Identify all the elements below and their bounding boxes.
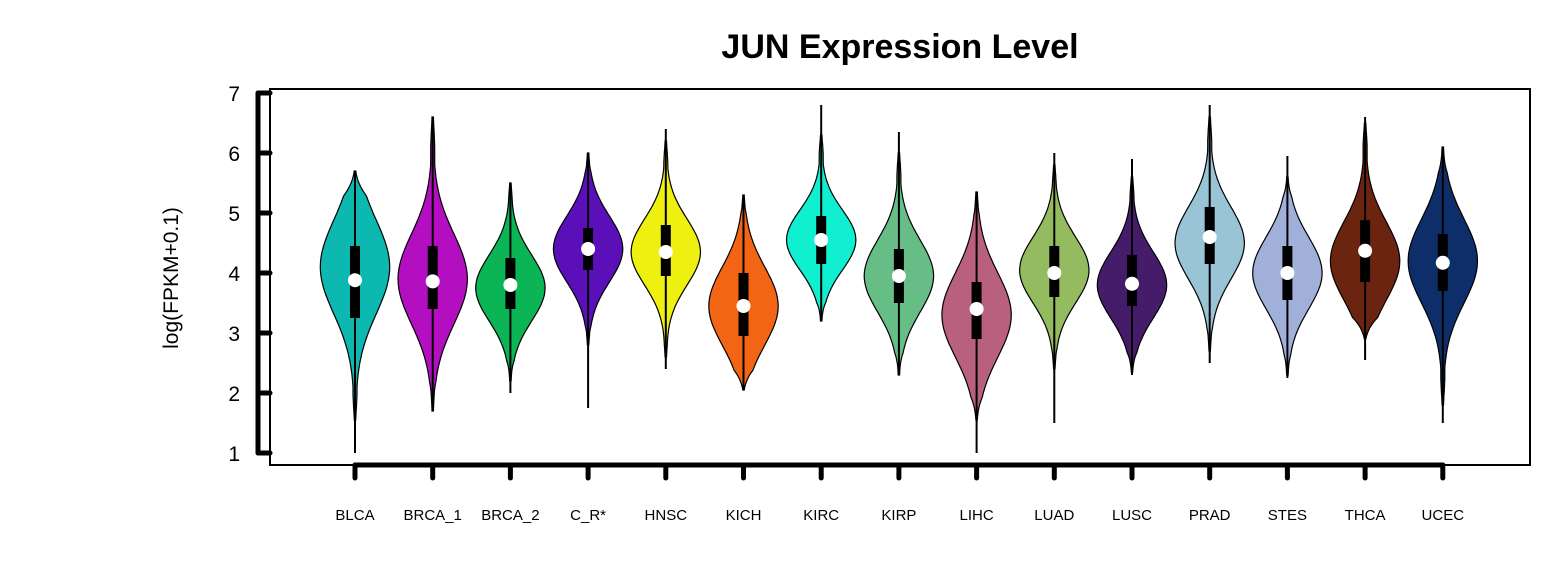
x-tick-label: PRAD bbox=[1189, 507, 1231, 524]
violin-median-dot bbox=[736, 299, 751, 313]
violin-median-dot bbox=[1435, 255, 1450, 270]
y-tick-label: 2 bbox=[228, 383, 240, 406]
violin-kirc bbox=[785, 105, 857, 322]
x-tick-label: UCEC bbox=[1422, 507, 1465, 524]
violin-stes bbox=[1252, 156, 1323, 378]
y-tick-label: 6 bbox=[228, 143, 240, 166]
violin-hnsc bbox=[630, 129, 702, 369]
y-tick-label: 7 bbox=[228, 83, 240, 106]
violin-c-r- bbox=[552, 152, 624, 408]
x-tick-label: LIHC bbox=[960, 507, 994, 524]
violin-median-dot bbox=[1280, 266, 1295, 280]
violin-median-dot bbox=[348, 273, 362, 288]
violin-ucec bbox=[1407, 146, 1478, 423]
x-tick-label: THCA bbox=[1345, 507, 1386, 524]
x-tick-label: BLCA bbox=[335, 507, 374, 524]
violin-median-dot bbox=[425, 274, 440, 289]
violin-median-dot bbox=[814, 233, 829, 247]
x-tick-label: KIRC bbox=[803, 507, 839, 524]
violin-median-dot bbox=[581, 242, 596, 256]
x-tick-label: LUAD bbox=[1034, 507, 1074, 524]
violin-kirp bbox=[863, 132, 935, 376]
violins-group bbox=[319, 105, 1478, 453]
violin-median-dot bbox=[969, 302, 984, 316]
violin-thca bbox=[1329, 117, 1401, 360]
violin-median-dot bbox=[1125, 276, 1139, 291]
violin-brca-1 bbox=[397, 116, 469, 412]
violin-median-dot bbox=[1202, 230, 1217, 244]
x-tick-label: HNSC bbox=[645, 507, 688, 524]
violin-lihc bbox=[941, 191, 1012, 453]
x-tick-label: BRCA_1 bbox=[404, 507, 462, 524]
x-tick-label: BRCA_2 bbox=[481, 507, 539, 524]
violin-kich bbox=[708, 194, 779, 391]
x-tick-label: LUSC bbox=[1112, 507, 1152, 524]
violin-blca bbox=[319, 170, 391, 453]
y-tick-label: 4 bbox=[228, 263, 240, 286]
violin-lusc bbox=[1096, 159, 1168, 375]
y-tick-label: 5 bbox=[228, 203, 240, 226]
violin-prad bbox=[1174, 105, 1246, 363]
violin-luad bbox=[1018, 153, 1090, 423]
x-tick-label: KICH bbox=[726, 507, 762, 524]
y-tick-label: 1 bbox=[228, 443, 240, 466]
violin-median-dot bbox=[891, 269, 906, 283]
axes-group: 1 2 3 4 5 6 7 BLCA BRCA_1 BRCA_2 C_R* HNSC KICH KIRC K… bbox=[228, 83, 1464, 524]
violin-median-dot bbox=[1358, 243, 1373, 258]
violin-brca-2 bbox=[475, 182, 546, 393]
violin-median-dot bbox=[503, 278, 518, 292]
y-tick-label: 3 bbox=[228, 323, 240, 346]
x-tick-label: KIRP bbox=[881, 507, 916, 524]
y-axis-label: log(FPKM+0.1) bbox=[160, 207, 183, 349]
x-tick-label: C_R* bbox=[570, 507, 606, 524]
chart-title: JUN Expression Level bbox=[721, 28, 1078, 66]
x-tick-label: STES bbox=[1268, 507, 1307, 524]
violin-median-dot bbox=[1047, 266, 1062, 280]
violin-median-dot bbox=[658, 245, 673, 259]
